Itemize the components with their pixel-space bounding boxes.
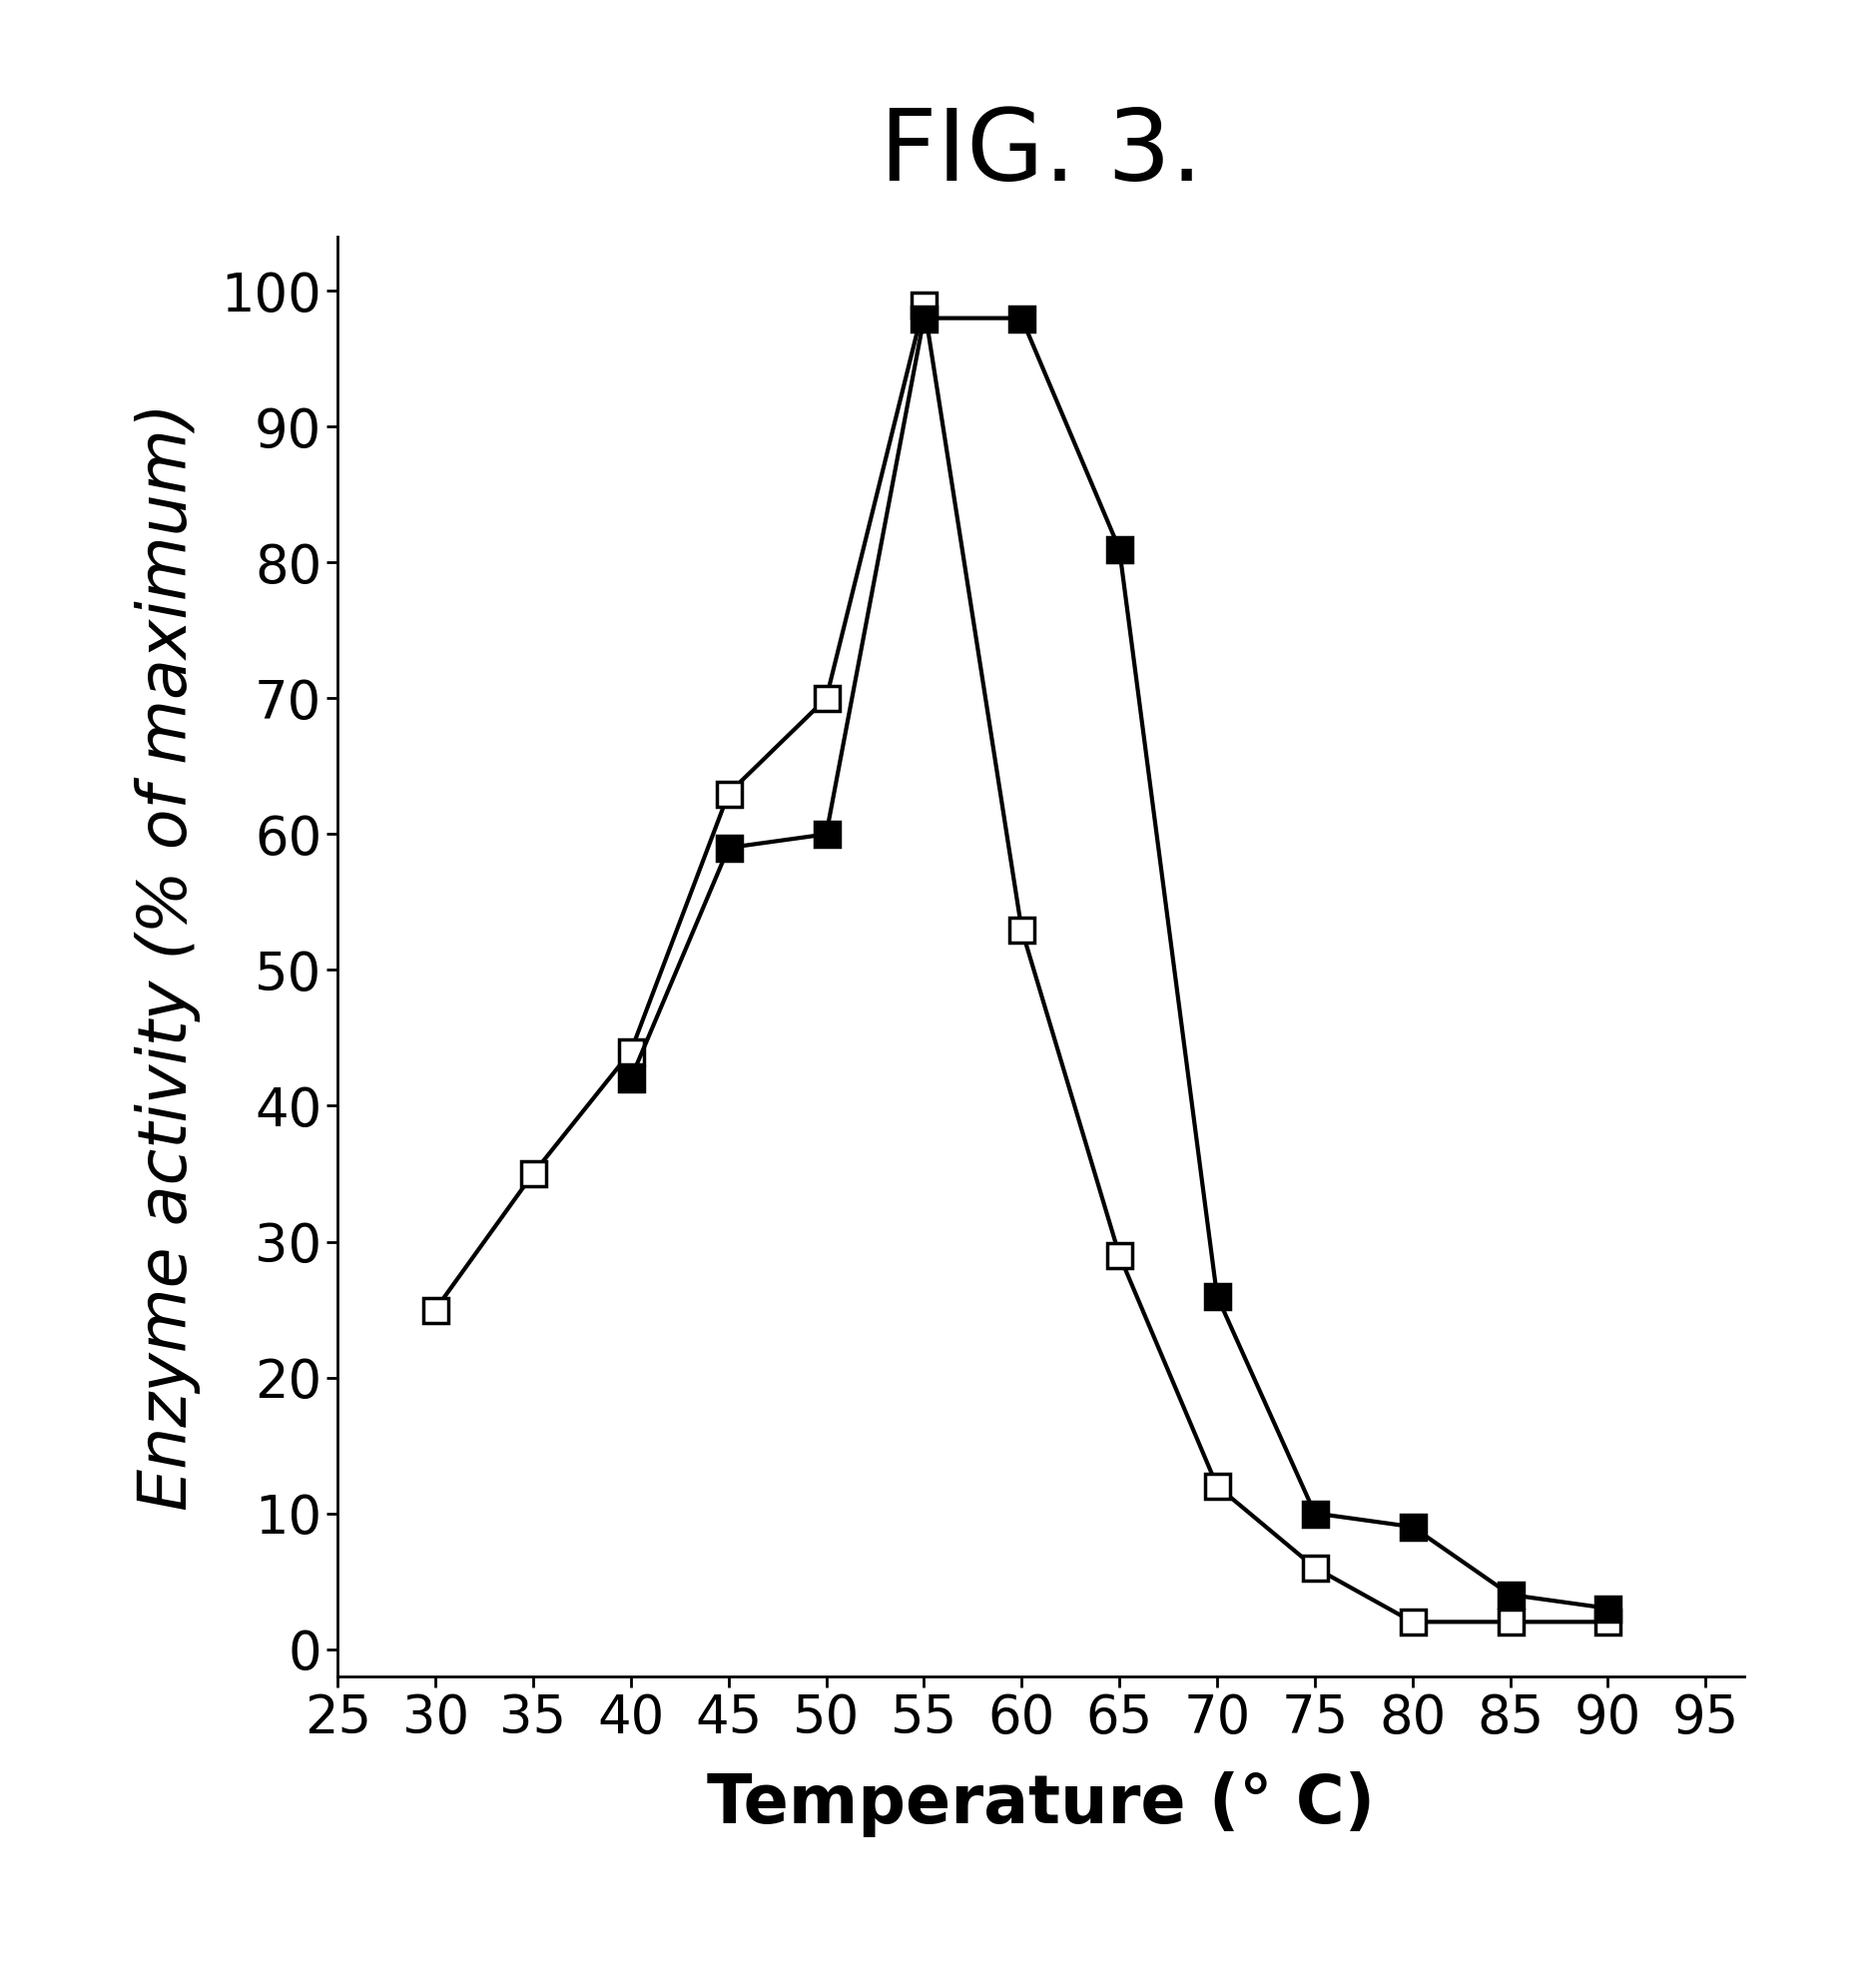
X-axis label: Temperature (° C): Temperature (° C) xyxy=(707,1771,1375,1838)
Title: FIG. 3.: FIG. 3. xyxy=(880,105,1203,203)
Y-axis label: Enzyme activity (% of maximum): Enzyme activity (% of maximum) xyxy=(135,402,201,1511)
